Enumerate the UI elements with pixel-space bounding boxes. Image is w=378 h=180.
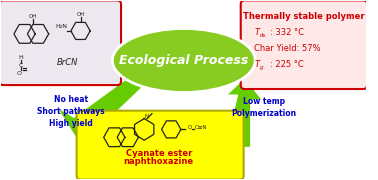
FancyBboxPatch shape [77,111,243,180]
FancyBboxPatch shape [0,0,121,85]
Text: T: T [254,28,259,37]
Text: OH: OH [29,14,37,19]
Text: No heat: No heat [54,95,88,104]
Text: g: g [260,65,263,70]
Polygon shape [57,68,156,149]
Text: H₂N: H₂N [56,24,67,28]
Text: Thermally stable polymer: Thermally stable polymer [243,12,364,21]
Text: O: O [187,125,192,130]
Text: H: H [18,55,23,60]
Text: Char Yield: 57%: Char Yield: 57% [254,44,321,53]
Text: O: O [16,71,21,76]
Ellipse shape [112,28,255,93]
Text: C: C [19,63,23,68]
Text: T: T [254,60,259,69]
Polygon shape [86,139,241,175]
Text: Cyanate ester: Cyanate ester [125,150,192,159]
FancyBboxPatch shape [241,0,367,89]
Text: : 332 °C: : 332 °C [270,28,304,37]
Text: Ecological Process: Ecological Process [119,54,248,67]
Polygon shape [225,78,262,147]
Text: naphthoxazine: naphthoxazine [124,157,194,166]
Text: : 225 °C: : 225 °C [270,60,304,69]
Text: Low temp: Low temp [243,97,285,106]
Text: Short pathways: Short pathways [37,107,105,116]
Text: ds: ds [260,33,266,38]
Text: N: N [144,114,148,119]
Text: BrCN: BrCN [56,58,78,67]
Text: High yield: High yield [49,119,93,128]
Text: Polymerization: Polymerization [231,109,296,118]
Text: OH: OH [76,12,85,17]
Text: C≡N: C≡N [194,125,207,130]
